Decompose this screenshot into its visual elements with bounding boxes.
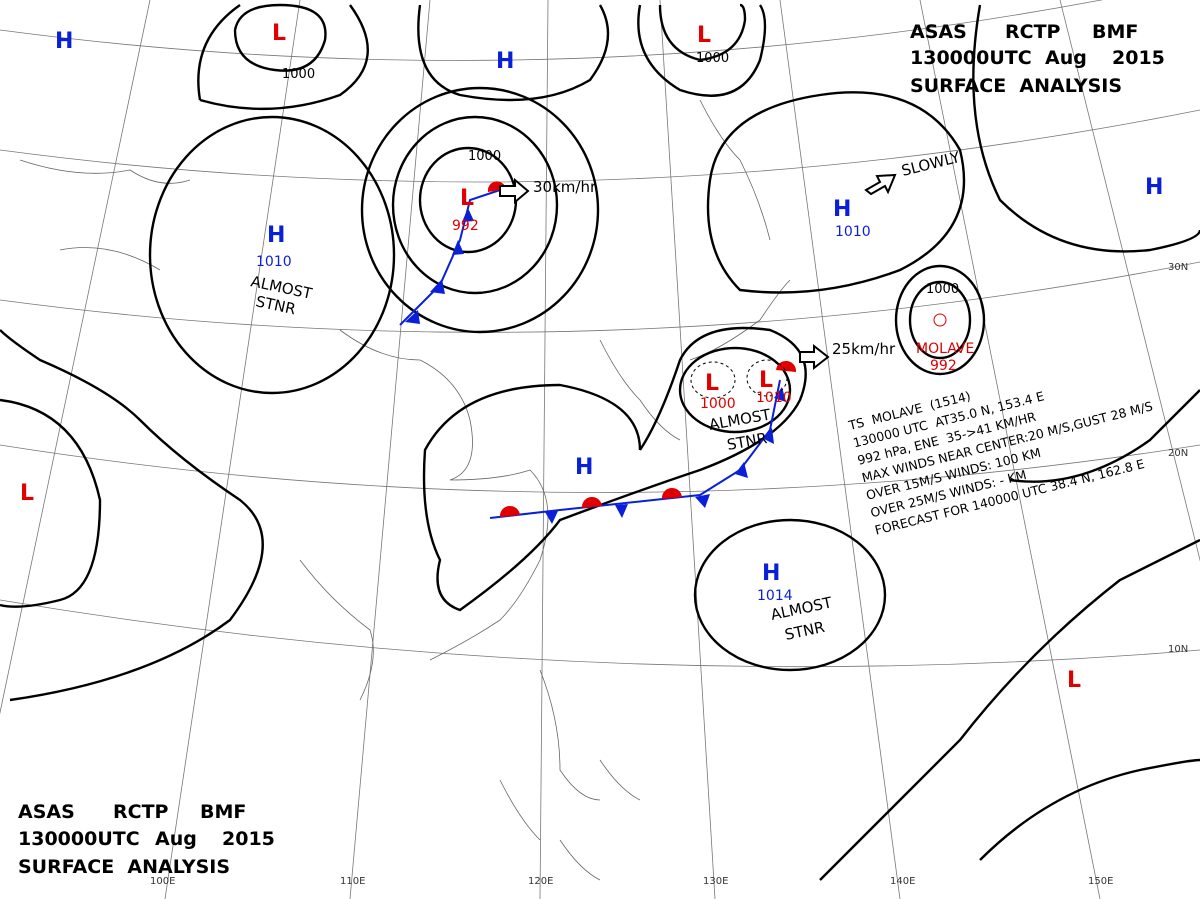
isobar-label: 1000	[926, 282, 959, 297]
footer-word: Aug	[155, 828, 197, 850]
center-type: H	[762, 561, 780, 586]
footer-word: 2015	[222, 828, 275, 850]
lat-label: 20N	[1168, 448, 1188, 459]
lat-label: 10N	[1168, 644, 1188, 655]
storm-symbol	[933, 313, 947, 327]
lon-label: 100E	[150, 876, 175, 887]
center-type: L	[20, 481, 34, 506]
lon-label: 110E	[340, 876, 365, 887]
header-word: 2015	[1112, 47, 1165, 69]
center-type: H	[575, 455, 593, 480]
isobars	[0, 3, 1200, 881]
center-type: L	[1067, 668, 1081, 693]
lon-label: 140E	[890, 876, 915, 887]
center-pressure: 1014	[757, 588, 793, 604]
center-type: H	[267, 223, 285, 248]
center-type: H	[496, 49, 514, 74]
center-type: L	[759, 368, 773, 393]
storm-pressure: 992	[930, 358, 957, 374]
lat-label: 30N	[1168, 262, 1188, 273]
footer-word: ASAS	[18, 801, 75, 823]
center-type: H	[1145, 175, 1163, 200]
header-line: SURFACE ANALYSIS	[910, 75, 1122, 97]
center-pressure: 1010	[756, 390, 792, 406]
center-type: H	[55, 29, 73, 54]
center-type: L	[697, 23, 711, 48]
header-word: Aug	[1045, 47, 1087, 69]
lon-label: 130E	[703, 876, 728, 887]
footer-word: 130000UTC	[18, 828, 140, 850]
motion-label: 25km/hr	[832, 340, 896, 358]
footer-line: SURFACE ANALYSIS	[18, 856, 230, 878]
header-word: RCTP	[1005, 21, 1061, 43]
center-pressure: 1000	[700, 396, 736, 412]
footer-word: RCTP	[113, 801, 169, 823]
motion-arrows	[499, 173, 897, 371]
isobar-label: 1000	[468, 149, 501, 164]
center-type: L	[705, 371, 719, 396]
coastlines	[19, 99, 791, 881]
header-word: ASAS	[910, 21, 967, 43]
isobar-label: 1000	[282, 67, 315, 82]
fronts	[399, 181, 797, 524]
center-type: L	[272, 21, 286, 46]
header-word: 130000UTC	[910, 47, 1032, 69]
lon-label: 120E	[528, 876, 553, 887]
isobar-label: 1000	[696, 51, 729, 66]
footer-word: BMF	[200, 801, 246, 823]
header-word: BMF	[1092, 21, 1138, 43]
center-type: H	[833, 197, 851, 222]
center-pressure: 1010	[835, 224, 871, 240]
lon-label: 150E	[1088, 876, 1113, 887]
storm-name: MOLAVE	[916, 341, 974, 357]
center-pressure: 1010	[256, 254, 292, 270]
motion-label: 30km/hr	[533, 178, 597, 196]
center-type: L	[460, 186, 474, 211]
center-pressure: 992	[452, 218, 479, 234]
